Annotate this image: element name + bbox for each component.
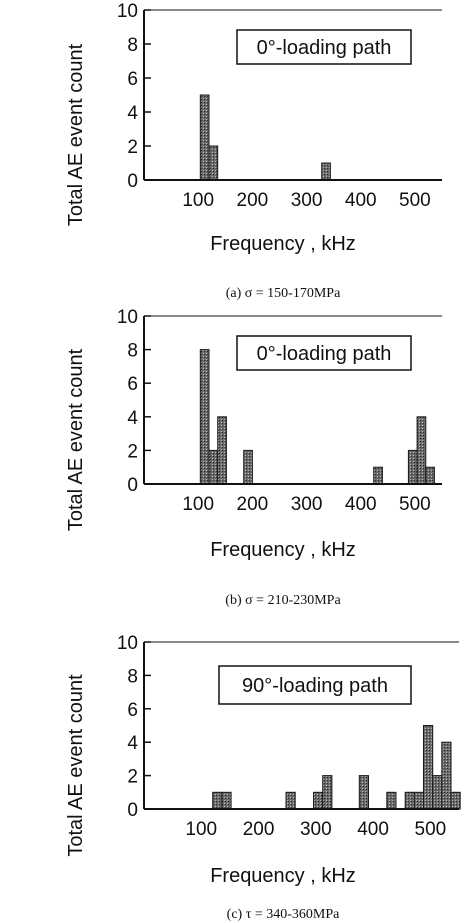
y-tick-label: 0 (127, 475, 138, 496)
y-tick-label: 2 (127, 137, 138, 158)
chart-bar (208, 449, 219, 485)
chart-bar (199, 349, 210, 485)
y-tick-label: 6 (127, 69, 138, 90)
x-tick-label: 400 (345, 190, 377, 211)
y-axis-title: Total AE event count (65, 348, 87, 531)
chart-bar (423, 725, 434, 810)
chart-bar (221, 791, 232, 810)
y-tick-label: 8 (127, 35, 138, 56)
chart-panel-2: 0 2 4 6 8 10 100 200 300 400 500 0°-loading path Tot… (65, 307, 442, 608)
chart-bar (450, 791, 461, 810)
loading-path-box (236, 335, 412, 371)
panel-caption: (c) τ = 340-360MPa (227, 907, 340, 922)
x-tick-label: 400 (345, 494, 377, 515)
panel-caption: (a) σ = 150-170MPa (226, 286, 341, 301)
chart-bar (416, 416, 427, 485)
x-axis-title: Frequency , kHz (210, 865, 356, 887)
chart-bar (285, 791, 296, 810)
x-tick-label: 100 (182, 494, 214, 515)
chart-panel-3: 0 2 4 6 8 10 100 200 300 400 500 90°-loading path To… (65, 633, 461, 922)
y-tick-label: 6 (127, 374, 138, 395)
chart-bar (321, 162, 331, 181)
panel-caption: (b) σ = 210-230MPa (225, 593, 341, 608)
x-tick-label: 100 (185, 819, 217, 840)
y-axis-title: Total AE event count (65, 43, 87, 226)
y-tick-label: 8 (127, 341, 138, 362)
loading-path-label: 0°-loading path (257, 343, 392, 365)
y-axis-title: Total AE event count (65, 674, 87, 857)
loading-path-label: 90°-loading path (242, 675, 388, 697)
chart-bar (404, 791, 415, 810)
y-tick-label: 10 (117, 1, 138, 22)
y-tick-label: 6 (127, 700, 138, 721)
x-tick-label: 500 (399, 190, 431, 211)
y-tick-label: 4 (127, 103, 138, 124)
chart-bar (441, 741, 452, 810)
x-tick-label: 500 (415, 819, 447, 840)
chart-bar (322, 775, 333, 810)
loading-path-label: 0°-loading path (257, 37, 392, 59)
x-tick-label: 200 (237, 494, 269, 515)
chart-bar (413, 791, 424, 810)
chart-bar (432, 775, 443, 810)
x-tick-label: 200 (237, 190, 269, 211)
chart-bar (386, 791, 397, 810)
chart-bar (212, 791, 223, 810)
chart-bar (407, 449, 418, 485)
chart-bar (373, 466, 383, 485)
x-tick-label: 200 (243, 819, 275, 840)
loading-path-box (218, 665, 412, 705)
x-tick-label: 300 (291, 190, 323, 211)
chart-bar (208, 145, 219, 181)
loading-path-box (236, 29, 412, 65)
y-tick-label: 0 (127, 171, 138, 192)
x-tick-label: 400 (357, 819, 389, 840)
chart-bar (313, 791, 324, 810)
x-tick-label: 500 (399, 494, 431, 515)
y-tick-label: 10 (117, 307, 138, 328)
x-tick-label: 300 (291, 494, 323, 515)
y-tick-label: 2 (127, 767, 138, 788)
y-tick-label: 8 (127, 666, 138, 687)
x-axis-title: Frequency , kHz (210, 233, 356, 255)
y-tick-label: 4 (127, 408, 138, 429)
chart-bar (217, 416, 227, 485)
x-tick-label: 100 (182, 190, 214, 211)
chart-bar (199, 94, 210, 181)
chart-bar (358, 775, 369, 810)
y-tick-label: 2 (127, 441, 138, 462)
x-axis-title: Frequency , kHz (210, 539, 356, 561)
chart-bar (425, 466, 435, 485)
y-tick-label: 4 (127, 733, 138, 754)
y-tick-label: 0 (127, 800, 138, 821)
chart-bar (243, 449, 253, 485)
y-tick-label: 10 (117, 633, 138, 654)
chart-panel-1: 0 2 4 6 8 10 100 200 300 400 500 0°-loading path Tot… (65, 1, 442, 301)
x-tick-label: 300 (300, 819, 332, 840)
